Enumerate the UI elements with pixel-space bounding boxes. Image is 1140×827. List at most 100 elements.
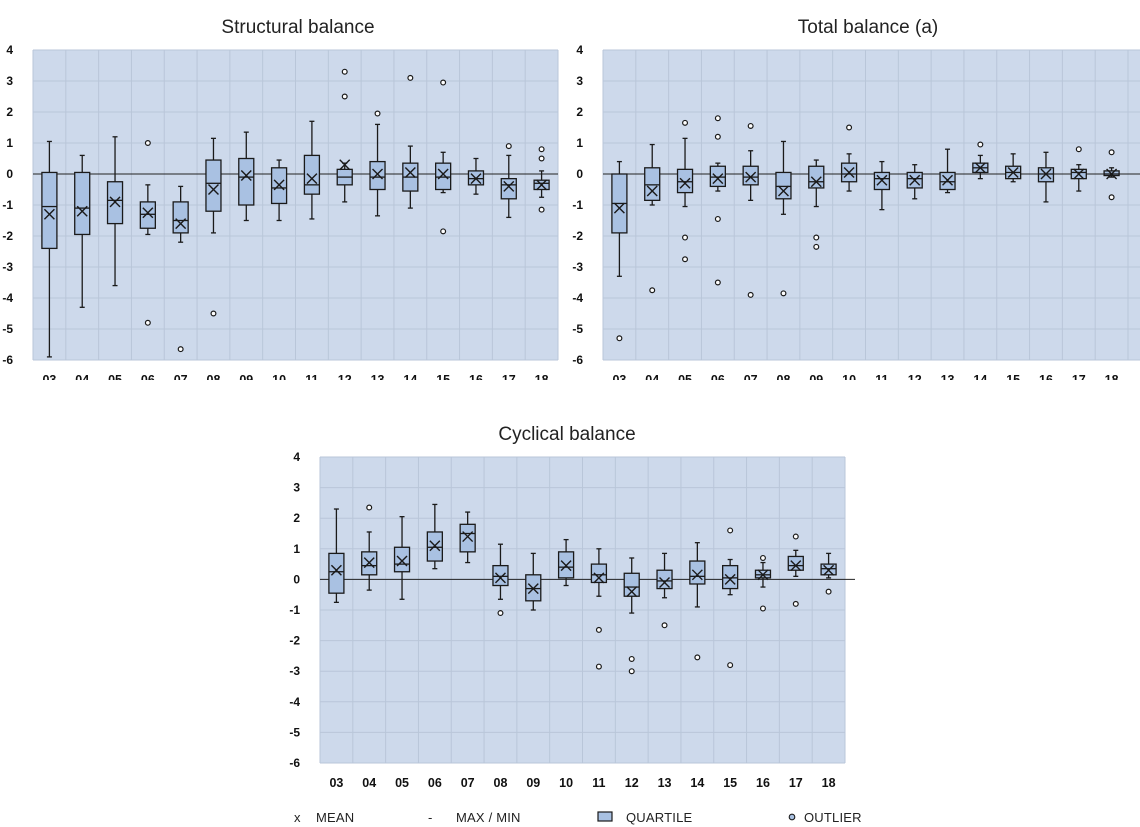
y-tick-label: -4 [572, 291, 583, 305]
y-tick-label: 3 [576, 74, 583, 88]
outlier-point [628, 655, 635, 662]
x-tick-label: 04 [645, 373, 659, 380]
x-tick-label: 04 [362, 776, 376, 790]
mean-marker [823, 564, 835, 576]
outlier-point [813, 234, 820, 241]
x-tick-label: 16 [1039, 373, 1053, 380]
quartile-box [500, 177, 517, 200]
outlier-point [759, 554, 766, 561]
box-12 [906, 164, 923, 200]
x-tick-label: 16 [469, 373, 483, 380]
quartile-box [623, 572, 640, 597]
legend-outlier-marker [788, 813, 796, 821]
y-tick-label: 3 [293, 481, 300, 495]
plot-area [602, 49, 1140, 361]
y-tick-label: -3 [2, 260, 13, 274]
quartile-box [74, 171, 91, 236]
outlier-point [747, 291, 754, 298]
box-16 [754, 554, 772, 612]
outlier-point [144, 140, 151, 147]
quartile-box [328, 552, 345, 594]
y-tick-label: -1 [289, 603, 300, 617]
mean-marker [109, 196, 121, 208]
x-tick-label: 12 [338, 373, 352, 380]
outlier-point [792, 600, 799, 607]
outlier-point [649, 287, 656, 294]
mean-marker [363, 557, 375, 569]
mean-marker [207, 184, 219, 195]
x-tick-label: 14 [403, 373, 417, 380]
mean-marker [142, 207, 154, 219]
outlier-point [407, 74, 414, 81]
mean-marker [437, 168, 449, 180]
mean-marker [43, 208, 55, 220]
mean-marker [810, 176, 822, 188]
mean-marker [527, 583, 539, 595]
x-tick-label: 10 [272, 373, 286, 380]
mean-marker [1040, 168, 1052, 180]
box-11 [303, 120, 321, 220]
mean-marker [843, 166, 855, 178]
y-tick-label: -6 [289, 756, 300, 770]
box-15 [1005, 153, 1022, 183]
quartile-box [676, 168, 694, 194]
box-11 [873, 160, 891, 211]
outlier-point [682, 119, 689, 126]
mean-marker [942, 174, 954, 186]
box-10 [270, 159, 288, 222]
mean-marker [777, 185, 789, 197]
outlier-point [714, 215, 721, 222]
outlier-point [727, 527, 734, 534]
y-tick-label: -5 [289, 725, 300, 739]
outlier-point [628, 668, 635, 675]
x-tick-label: 14 [973, 373, 987, 380]
mean-marker [330, 564, 342, 576]
y-tick-label: -2 [2, 229, 13, 243]
box-09 [525, 552, 542, 611]
y-tick-label: -5 [2, 322, 13, 336]
outlier-point [341, 93, 348, 100]
y-tick-label: -5 [572, 322, 583, 336]
mean-marker [404, 166, 416, 178]
mean-marker [503, 180, 515, 192]
box-06 [709, 115, 726, 286]
mean-marker [974, 162, 986, 174]
outlier-point [341, 68, 348, 75]
quartile-box [435, 162, 452, 191]
box-08 [492, 543, 509, 617]
outlier-point [714, 115, 721, 122]
box-13 [939, 148, 956, 194]
legend-mean-label: MEAN [316, 810, 354, 825]
x-tick-label: 18 [535, 373, 549, 380]
mean-marker [724, 573, 736, 585]
mean-marker [1073, 168, 1085, 180]
box-17 [500, 143, 517, 219]
y-tick-label: -4 [2, 291, 13, 305]
outlier-point [780, 290, 787, 297]
quartile-box [492, 564, 509, 587]
box-13 [656, 552, 673, 629]
mean-marker [494, 572, 506, 584]
box-12 [336, 68, 353, 203]
x-tick-label: 11 [592, 776, 605, 790]
x-tick-label: 08 [777, 373, 791, 380]
mean-marker [470, 173, 482, 185]
x-tick-label: 13 [941, 373, 955, 380]
outlier-point [440, 228, 447, 235]
outlier-point [366, 504, 373, 511]
y-tick-label: -4 [289, 695, 300, 709]
outlier-point [440, 79, 447, 86]
outlier-point [682, 234, 689, 241]
quartile-box [172, 201, 189, 234]
outlier-point [792, 533, 799, 540]
box-14 [972, 141, 989, 180]
x-tick-label: 05 [678, 373, 692, 380]
mean-marker [659, 576, 671, 588]
quartile-box [238, 157, 255, 206]
box-16 [467, 157, 485, 195]
y-tick-label: -3 [289, 664, 300, 678]
box-18 [1103, 149, 1120, 201]
x-tick-label: 09 [526, 776, 540, 790]
box-14 [689, 542, 706, 661]
